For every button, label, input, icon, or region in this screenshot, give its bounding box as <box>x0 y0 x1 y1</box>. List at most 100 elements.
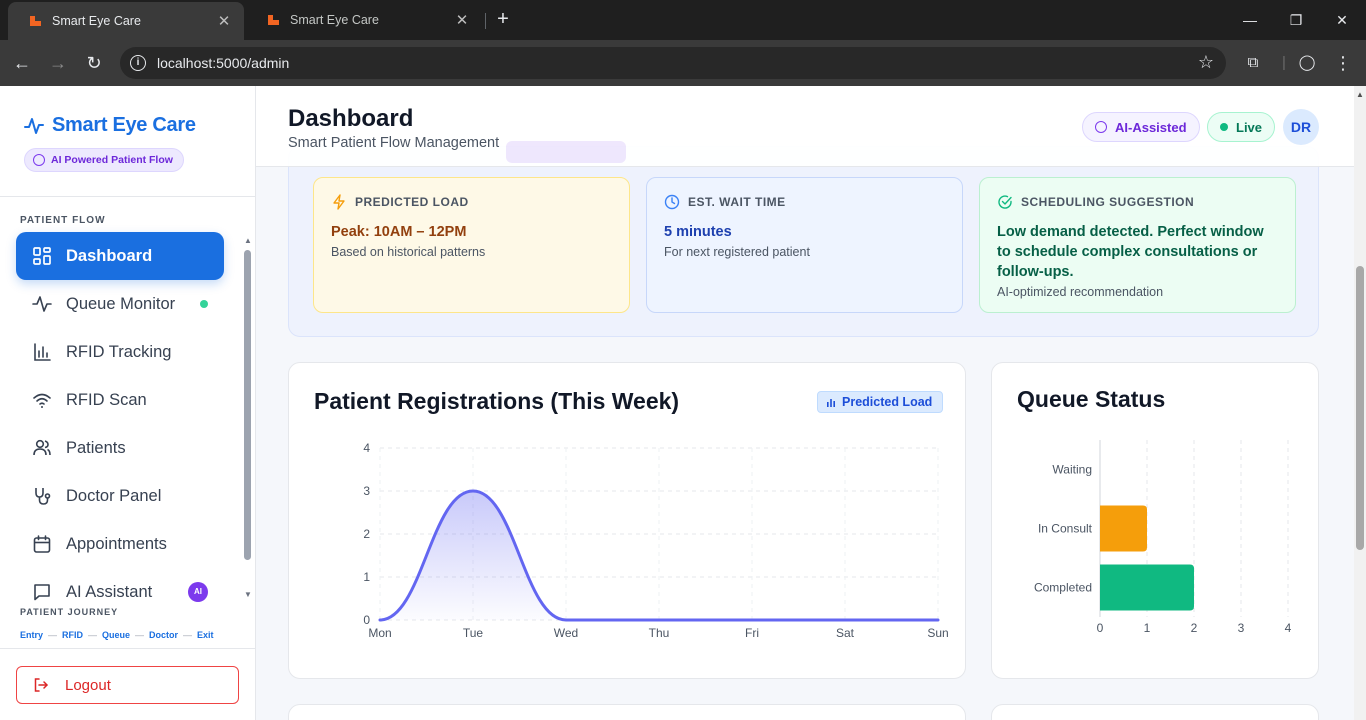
logout-icon <box>34 678 48 692</box>
bookmark-star-icon[interactable]: ☆ <box>1197 52 1214 72</box>
queue-bar <box>1100 505 1147 552</box>
avatar[interactable]: DR <box>1283 109 1319 145</box>
y-tick-label: 0 <box>363 613 370 627</box>
sidebar-item-label: AI Assistant <box>66 582 153 601</box>
section-label-patient-flow: PATIENT FLOW <box>20 215 106 226</box>
main-scrollbar-thumb[interactable] <box>1356 266 1364 550</box>
wait-time-card: EST. WAIT TIME 5 minutes For next regist… <box>646 177 963 313</box>
tab-close-icon[interactable]: ✕ <box>455 12 469 29</box>
window-close-icon[interactable]: ✕ <box>1336 12 1348 28</box>
journey-separator: — <box>48 630 58 640</box>
profile-icon[interactable]: ◯ <box>1298 54 1316 71</box>
page-subtitle: Smart Patient Flow Management <box>288 135 500 151</box>
scheduling-note: AI-optimized recommendation <box>997 285 1164 299</box>
browser-tab-inactive[interactable]: Smart Eye Care ✕ <box>246 0 482 40</box>
bar-chart-icon <box>34 343 51 361</box>
favicon-icon <box>30 15 42 27</box>
reload-icon[interactable]: ↻ <box>86 53 102 73</box>
sidebar-scrollbar-thumb[interactable] <box>244 250 251 560</box>
sidebar-item-label: Dashboard <box>66 246 153 265</box>
queue-status-bar-chart: 0 1 2 3 4 Waiting In Consult Completed <box>1034 440 1292 635</box>
predicted-load-card: PREDICTED LOAD Peak: 10AM – 12PM Based o… <box>313 177 630 313</box>
scroll-down-icon[interactable]: ▼ <box>244 590 252 599</box>
sidebar-item-patients[interactable]: Patients <box>16 424 224 472</box>
activity-icon <box>32 296 52 312</box>
journey-separator: — <box>135 630 145 640</box>
lightning-icon <box>333 194 345 210</box>
users-icon <box>33 439 51 456</box>
main-content: PREDICTED LOAD Peak: 10AM – 12PM Based o… <box>256 86 1366 720</box>
bar-chart-icon <box>827 399 835 407</box>
logout-button[interactable]: Logout <box>16 666 239 704</box>
main-scrollbar[interactable]: ▲ <box>1354 86 1366 720</box>
sidebar-item-appointments[interactable]: Appointments <box>16 520 224 568</box>
wait-time-value: 5 minutes <box>664 224 732 240</box>
x-tick-label: Sun <box>927 626 948 640</box>
browser-tab-bar: Smart Eye Care ✕ Smart Eye Care ✕ + — ❐ … <box>0 0 1366 40</box>
brand-logo[interactable]: Smart Eye Care <box>24 114 196 137</box>
section-label-patient-journey: PATIENT JOURNEY <box>20 607 119 617</box>
journey-step: Entry <box>20 630 44 640</box>
live-status-dot <box>200 300 208 308</box>
new-tab-icon[interactable]: + <box>497 8 509 30</box>
tab-close-icon[interactable]: ✕ <box>217 13 231 30</box>
wait-time-note: For next registered patient <box>664 245 810 259</box>
sidebar-item-ai-assistant[interactable]: AI Assistant AI <box>16 568 224 616</box>
chrome-menu-icon[interactable]: ⋮ <box>1334 53 1352 73</box>
brain-icon <box>1095 121 1107 133</box>
sidebar-item-doctor-panel[interactable]: Doctor Panel <box>16 472 224 520</box>
sidebar-item-label: Queue Monitor <box>66 294 176 313</box>
scroll-up-icon[interactable]: ▲ <box>244 236 252 245</box>
live-dot-icon <box>1220 123 1228 131</box>
sidebar-item-queue-monitor[interactable]: Queue Monitor <box>16 280 224 328</box>
chat-icon <box>34 584 50 601</box>
x-tick-label: 2 <box>1191 621 1198 635</box>
y-tick-label: 3 <box>363 484 370 498</box>
sidebar-item-rfid-scan[interactable]: RFID Scan <box>16 376 224 424</box>
scroll-up-icon[interactable]: ▲ <box>1356 90 1364 99</box>
y-tick-label: 4 <box>363 441 370 455</box>
queue-status-card: Queue Status 0 1 2 3 4 Waiting In Consult Compl… <box>991 362 1319 679</box>
journey-step: Queue <box>102 630 131 640</box>
ai-insights-panel: PREDICTED LOAD Peak: 10AM – 12PM Based o… <box>288 146 1319 337</box>
ghost-badge <box>506 141 626 163</box>
minimize-icon[interactable]: — <box>1243 12 1257 28</box>
sidebar-scrollbar[interactable]: ▲ ▼ <box>243 236 253 599</box>
queue-bar <box>1100 564 1194 611</box>
sidebar-item-dashboard[interactable]: Dashboard <box>16 232 224 280</box>
sidebar-item-label: RFID Scan <box>66 390 147 409</box>
sidebar-item-label: Patients <box>66 438 126 457</box>
predicted-load-note: Based on historical patterns <box>331 245 486 259</box>
queue-card-title: Queue Status <box>1017 386 1166 412</box>
predicted-load-value: Peak: 10AM – 12PM <box>331 224 467 240</box>
x-tick-label: Sat <box>836 626 855 640</box>
forward-icon[interactable]: → <box>49 53 67 73</box>
ai-badge: AI <box>188 582 208 602</box>
browser-tab-active[interactable]: Smart Eye Care ✕ <box>8 2 244 40</box>
x-tick-label: 0 <box>1097 621 1104 635</box>
registrations-chart-card: Patient Registrations (This Week) Predic… <box>288 362 966 679</box>
sidebar-item-label: Doctor Panel <box>66 486 162 505</box>
url-text[interactable]: localhost:5000/admin <box>157 55 290 71</box>
chart-line <box>378 489 940 622</box>
url-field[interactable]: i localhost:5000/admin ☆ <box>120 47 1226 79</box>
scheduling-label: SCHEDULING SUGGESTION <box>1021 195 1195 209</box>
sidebar-item-label: Appointments <box>66 534 167 553</box>
media-cast-icon[interactable]: ⧉ <box>1247 54 1259 71</box>
site-info-icon[interactable]: i <box>130 55 146 71</box>
x-tick-label: Tue <box>463 626 484 640</box>
x-tick-label: 3 <box>1238 621 1245 635</box>
brain-icon <box>33 154 45 166</box>
brand-name: Smart Eye Care <box>52 114 196 136</box>
maximize-icon[interactable]: ❐ <box>1289 12 1303 28</box>
x-tick-label: Fri <box>745 626 759 640</box>
back-icon[interactable]: ← <box>13 53 31 73</box>
journey-step: RFID <box>62 630 84 640</box>
page-header: Dashboard Smart Patient Flow Management … <box>256 86 1354 167</box>
predicted-load-badge[interactable]: Predicted Load <box>817 391 944 413</box>
sidebar-item-rfid-tracking[interactable]: RFID Tracking <box>16 328 224 376</box>
sidebar-divider <box>0 648 256 649</box>
ai-flow-badge: AI Powered Patient Flow <box>24 148 184 172</box>
address-bar: ← → ↻ i localhost:5000/admin ☆ ⧉ | ◯ ⋮ <box>0 40 1366 86</box>
x-tick-label: 1 <box>1144 621 1151 635</box>
